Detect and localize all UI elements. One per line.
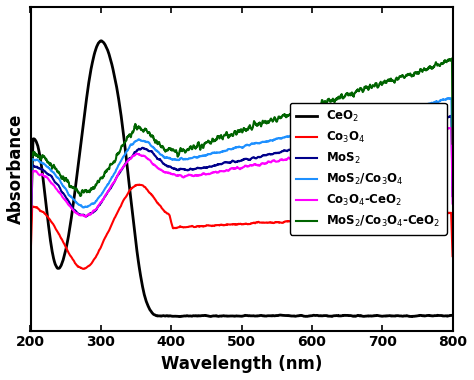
Co$_3$O$_4$: [60, 240, 66, 244]
MoS$_2$/Co$_3$O$_4$-CeO$_2$: [450, 141, 456, 146]
MoS$_2$/Co$_3$O$_4$: [450, 183, 456, 188]
MoS$_2$/Co$_3$O$_4$-CeO$_2$: [216, 135, 221, 139]
CeO$_2$: [98, 38, 104, 43]
Co$_3$O$_4$-CeO$_2$: [77, 213, 83, 217]
MoS$_2$/Co$_3$O$_4$: [216, 150, 221, 155]
MoS$_2$/Co$_3$O$_4$-CeO$_2$: [77, 194, 83, 198]
Co$_3$O$_4$: [268, 220, 274, 225]
Co$_3$O$_4$: [216, 223, 222, 228]
MoS$_2$/Co$_3$O$_4$: [27, 236, 33, 240]
Co$_3$O$_4$-CeO$_2$: [60, 196, 66, 200]
Co$_3$O$_4$-CeO$_2$: [448, 126, 454, 130]
MoS$_2$/Co$_3$O$_4$-CeO$_2$: [207, 140, 212, 145]
CeO$_2$: [27, 225, 33, 230]
MoS$_2$/Co$_3$O$_4$: [268, 138, 273, 142]
CeO$_2$: [223, 314, 229, 318]
Co$_3$O$_4$: [207, 223, 213, 228]
Co$_3$O$_4$-CeO$_2$: [207, 172, 212, 176]
CeO$_2$: [216, 314, 221, 319]
MoS$_2$/Co$_3$O$_4$-CeO$_2$: [268, 117, 273, 122]
MoS$_2$/Co$_3$O$_4$: [60, 184, 66, 188]
Co$_3$O$_4$: [81, 267, 86, 271]
Co$_3$O$_4$: [224, 222, 229, 227]
Line: MoS$_2$: MoS$_2$: [30, 116, 453, 241]
MoS$_2$/Co$_3$O$_4$: [77, 203, 83, 207]
MoS$_2$: [268, 152, 273, 157]
Co$_3$O$_4$: [137, 182, 142, 187]
MoS$_2$/Co$_3$O$_4$-CeO$_2$: [223, 133, 229, 138]
Y-axis label: Absorbance: Absorbance: [7, 114, 25, 224]
MoS$_2$: [448, 114, 454, 118]
Line: Co$_3$O$_4$-CeO$_2$: Co$_3$O$_4$-CeO$_2$: [30, 128, 453, 244]
Co$_3$O$_4$-CeO$_2$: [450, 201, 456, 206]
CeO$_2$: [60, 258, 66, 262]
Line: CeO$_2$: CeO$_2$: [30, 41, 453, 317]
CeO$_2$: [268, 314, 274, 318]
Line: MoS$_2$/Co$_3$O$_4$-CeO$_2$: MoS$_2$/Co$_3$O$_4$-CeO$_2$: [30, 59, 453, 233]
X-axis label: Wavelength (nm): Wavelength (nm): [161, 355, 322, 373]
MoS$_2$: [27, 238, 33, 243]
Line: MoS$_2$/Co$_3$O$_4$: MoS$_2$/Co$_3$O$_4$: [30, 98, 453, 238]
MoS$_2$: [60, 191, 66, 195]
MoS$_2$: [223, 160, 229, 165]
Co$_3$O$_4$-CeO$_2$: [27, 242, 33, 246]
Line: Co$_3$O$_4$: Co$_3$O$_4$: [30, 185, 453, 269]
MoS$_2$/Co$_3$O$_4$-CeO$_2$: [60, 175, 66, 179]
MoS$_2$/Co$_3$O$_4$-CeO$_2$: [449, 56, 455, 61]
CeO$_2$: [450, 313, 456, 318]
CeO$_2$: [77, 146, 83, 150]
MoS$_2$: [207, 164, 212, 169]
Co$_3$O$_4$-CeO$_2$: [223, 168, 229, 173]
Co$_3$O$_4$-CeO$_2$: [216, 170, 221, 175]
CeO$_2$: [207, 314, 213, 318]
Co$_3$O$_4$: [27, 259, 33, 263]
MoS$_2$: [77, 212, 83, 217]
MoS$_2$: [216, 162, 221, 166]
Co$_3$O$_4$: [77, 265, 83, 270]
MoS$_2$/Co$_3$O$_4$: [207, 152, 212, 157]
Legend: CeO$_2$, Co$_3$O$_4$, MoS$_2$, MoS$_2$/Co$_3$O$_4$, Co$_3$O$_4$-CeO$_2$, MoS$_2$: CeO$_2$, Co$_3$O$_4$, MoS$_2$, MoS$_2$/C…: [290, 103, 447, 235]
Co$_3$O$_4$-CeO$_2$: [268, 160, 273, 164]
MoS$_2$/Co$_3$O$_4$: [223, 148, 229, 153]
MoS$_2$/Co$_3$O$_4$-CeO$_2$: [27, 231, 33, 235]
Co$_3$O$_4$: [450, 254, 456, 258]
CeO$_2$: [409, 314, 415, 319]
MoS$_2$/Co$_3$O$_4$: [445, 96, 450, 100]
MoS$_2$: [450, 194, 456, 198]
